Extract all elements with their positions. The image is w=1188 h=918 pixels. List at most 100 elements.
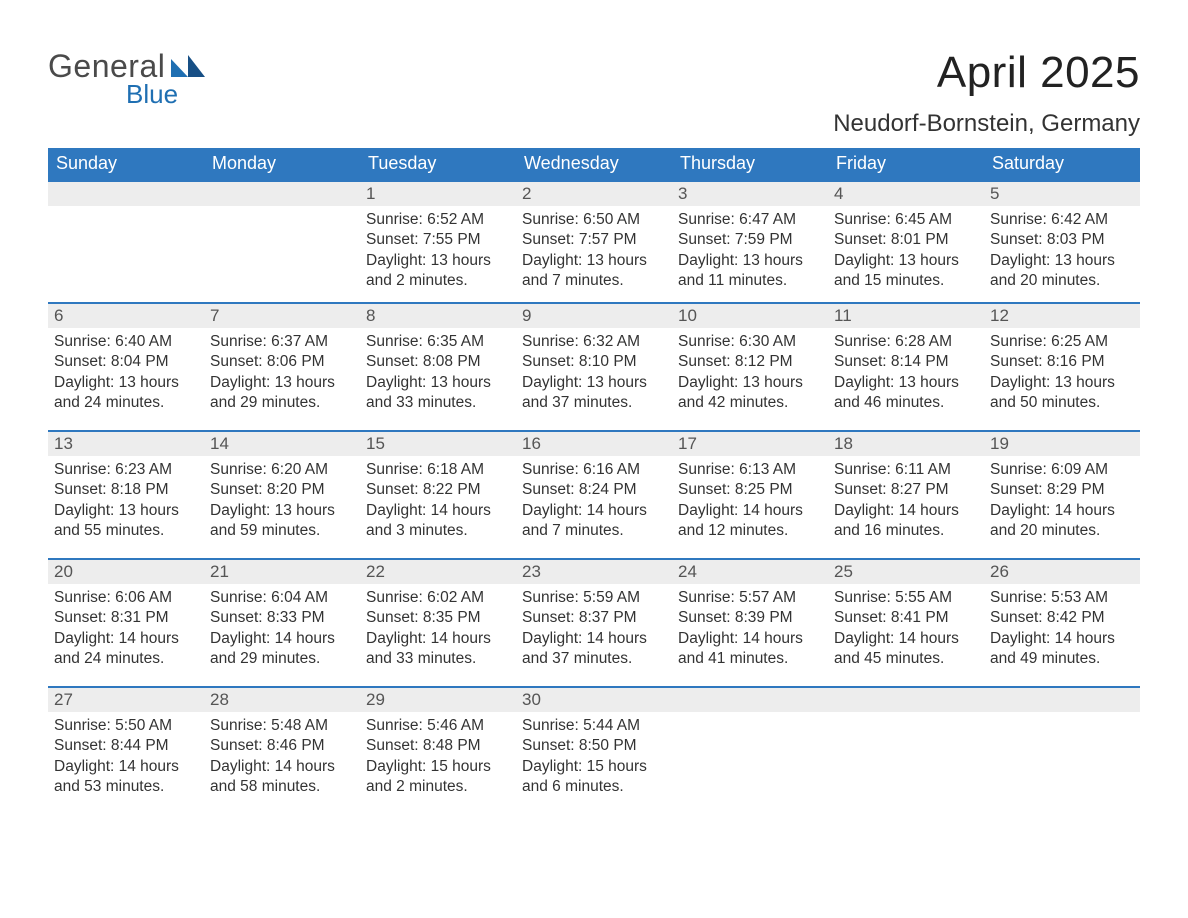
title-block: April 2025 Neudorf-Bornstein, Germany xyxy=(833,48,1140,138)
day-cell: 20Sunrise: 6:06 AMSunset: 8:31 PMDayligh… xyxy=(48,558,204,686)
day-details: Sunrise: 5:46 AMSunset: 8:48 PMDaylight:… xyxy=(360,712,516,804)
day-number: 14 xyxy=(204,430,360,456)
day-number: 20 xyxy=(48,558,204,584)
day-details: Sunrise: 6:23 AMSunset: 8:18 PMDaylight:… xyxy=(48,456,204,548)
day-number xyxy=(204,180,360,206)
day-number xyxy=(48,180,204,206)
location: Neudorf-Bornstein, Germany xyxy=(833,110,1140,138)
day-cell: 13Sunrise: 6:23 AMSunset: 8:18 PMDayligh… xyxy=(48,430,204,558)
day-cell: 17Sunrise: 6:13 AMSunset: 8:25 PMDayligh… xyxy=(672,430,828,558)
week-row: 27Sunrise: 5:50 AMSunset: 8:44 PMDayligh… xyxy=(48,686,1140,804)
day-cell: 9Sunrise: 6:32 AMSunset: 8:10 PMDaylight… xyxy=(516,302,672,430)
day-number: 28 xyxy=(204,686,360,712)
empty-cell xyxy=(672,686,828,804)
day-number: 12 xyxy=(984,302,1140,328)
week-row: 1Sunrise: 6:52 AMSunset: 7:55 PMDaylight… xyxy=(48,180,1140,302)
col-header-thursday: Thursday xyxy=(672,148,828,180)
day-details: Sunrise: 6:04 AMSunset: 8:33 PMDaylight:… xyxy=(204,584,360,676)
empty-cell xyxy=(984,686,1140,804)
day-cell: 18Sunrise: 6:11 AMSunset: 8:27 PMDayligh… xyxy=(828,430,984,558)
day-number: 16 xyxy=(516,430,672,456)
day-details: Sunrise: 6:42 AMSunset: 8:03 PMDaylight:… xyxy=(984,206,1140,298)
day-cell: 14Sunrise: 6:20 AMSunset: 8:20 PMDayligh… xyxy=(204,430,360,558)
day-details: Sunrise: 6:30 AMSunset: 8:12 PMDaylight:… xyxy=(672,328,828,420)
col-header-tuesday: Tuesday xyxy=(360,148,516,180)
day-cell: 10Sunrise: 6:30 AMSunset: 8:12 PMDayligh… xyxy=(672,302,828,430)
day-details: Sunrise: 6:02 AMSunset: 8:35 PMDaylight:… xyxy=(360,584,516,676)
day-cell: 29Sunrise: 5:46 AMSunset: 8:48 PMDayligh… xyxy=(360,686,516,804)
day-details: Sunrise: 6:45 AMSunset: 8:01 PMDaylight:… xyxy=(828,206,984,298)
day-number: 1 xyxy=(360,180,516,206)
day-cell: 2Sunrise: 6:50 AMSunset: 7:57 PMDaylight… xyxy=(516,180,672,302)
day-cell: 16Sunrise: 6:16 AMSunset: 8:24 PMDayligh… xyxy=(516,430,672,558)
day-details: Sunrise: 6:32 AMSunset: 8:10 PMDaylight:… xyxy=(516,328,672,420)
day-details: Sunrise: 6:52 AMSunset: 7:55 PMDaylight:… xyxy=(360,206,516,298)
day-cell: 22Sunrise: 6:02 AMSunset: 8:35 PMDayligh… xyxy=(360,558,516,686)
day-number: 11 xyxy=(828,302,984,328)
calendar-body: 1Sunrise: 6:52 AMSunset: 7:55 PMDaylight… xyxy=(48,180,1140,804)
day-number: 6 xyxy=(48,302,204,328)
logo: General Blue xyxy=(48,48,205,110)
day-cell: 12Sunrise: 6:25 AMSunset: 8:16 PMDayligh… xyxy=(984,302,1140,430)
day-cell: 23Sunrise: 5:59 AMSunset: 8:37 PMDayligh… xyxy=(516,558,672,686)
day-cell: 1Sunrise: 6:52 AMSunset: 7:55 PMDaylight… xyxy=(360,180,516,302)
day-cell: 25Sunrise: 5:55 AMSunset: 8:41 PMDayligh… xyxy=(828,558,984,686)
day-details: Sunrise: 5:55 AMSunset: 8:41 PMDaylight:… xyxy=(828,584,984,676)
col-header-sunday: Sunday xyxy=(48,148,204,180)
day-number: 3 xyxy=(672,180,828,206)
day-cell: 3Sunrise: 6:47 AMSunset: 7:59 PMDaylight… xyxy=(672,180,828,302)
day-details: Sunrise: 6:11 AMSunset: 8:27 PMDaylight:… xyxy=(828,456,984,548)
day-number: 22 xyxy=(360,558,516,584)
day-details: Sunrise: 6:09 AMSunset: 8:29 PMDaylight:… xyxy=(984,456,1140,548)
day-number: 4 xyxy=(828,180,984,206)
day-cell: 7Sunrise: 6:37 AMSunset: 8:06 PMDaylight… xyxy=(204,302,360,430)
day-number: 2 xyxy=(516,180,672,206)
calendar-header: SundayMondayTuesdayWednesdayThursdayFrid… xyxy=(48,148,1140,180)
day-number: 8 xyxy=(360,302,516,328)
day-number: 17 xyxy=(672,430,828,456)
day-details: Sunrise: 5:59 AMSunset: 8:37 PMDaylight:… xyxy=(516,584,672,676)
day-number: 18 xyxy=(828,430,984,456)
day-number: 23 xyxy=(516,558,672,584)
day-details: Sunrise: 6:28 AMSunset: 8:14 PMDaylight:… xyxy=(828,328,984,420)
day-number xyxy=(672,686,828,712)
logo-text-blue: Blue xyxy=(126,79,178,110)
week-row: 20Sunrise: 6:06 AMSunset: 8:31 PMDayligh… xyxy=(48,558,1140,686)
col-header-monday: Monday xyxy=(204,148,360,180)
day-cell: 15Sunrise: 6:18 AMSunset: 8:22 PMDayligh… xyxy=(360,430,516,558)
day-cell: 21Sunrise: 6:04 AMSunset: 8:33 PMDayligh… xyxy=(204,558,360,686)
calendar-table: SundayMondayTuesdayWednesdayThursdayFrid… xyxy=(48,148,1140,804)
day-cell: 24Sunrise: 5:57 AMSunset: 8:39 PMDayligh… xyxy=(672,558,828,686)
day-number: 9 xyxy=(516,302,672,328)
day-details: Sunrise: 6:40 AMSunset: 8:04 PMDaylight:… xyxy=(48,328,204,420)
day-details: Sunrise: 6:25 AMSunset: 8:16 PMDaylight:… xyxy=(984,328,1140,420)
day-number: 29 xyxy=(360,686,516,712)
col-header-friday: Friday xyxy=(828,148,984,180)
day-details: Sunrise: 6:47 AMSunset: 7:59 PMDaylight:… xyxy=(672,206,828,298)
day-number: 5 xyxy=(984,180,1140,206)
day-cell: 19Sunrise: 6:09 AMSunset: 8:29 PMDayligh… xyxy=(984,430,1140,558)
day-number: 10 xyxy=(672,302,828,328)
day-cell: 30Sunrise: 5:44 AMSunset: 8:50 PMDayligh… xyxy=(516,686,672,804)
day-cell: 26Sunrise: 5:53 AMSunset: 8:42 PMDayligh… xyxy=(984,558,1140,686)
day-number: 13 xyxy=(48,430,204,456)
day-details: Sunrise: 6:50 AMSunset: 7:57 PMDaylight:… xyxy=(516,206,672,298)
day-details: Sunrise: 6:35 AMSunset: 8:08 PMDaylight:… xyxy=(360,328,516,420)
day-number: 15 xyxy=(360,430,516,456)
day-details: Sunrise: 5:50 AMSunset: 8:44 PMDaylight:… xyxy=(48,712,204,804)
day-details: Sunrise: 5:53 AMSunset: 8:42 PMDaylight:… xyxy=(984,584,1140,676)
day-number: 26 xyxy=(984,558,1140,584)
day-number: 27 xyxy=(48,686,204,712)
day-details: Sunrise: 6:16 AMSunset: 8:24 PMDaylight:… xyxy=(516,456,672,548)
day-cell: 4Sunrise: 6:45 AMSunset: 8:01 PMDaylight… xyxy=(828,180,984,302)
col-header-wednesday: Wednesday xyxy=(516,148,672,180)
day-number xyxy=(828,686,984,712)
day-cell: 5Sunrise: 6:42 AMSunset: 8:03 PMDaylight… xyxy=(984,180,1140,302)
day-details: Sunrise: 6:06 AMSunset: 8:31 PMDaylight:… xyxy=(48,584,204,676)
day-number: 7 xyxy=(204,302,360,328)
day-details: Sunrise: 5:57 AMSunset: 8:39 PMDaylight:… xyxy=(672,584,828,676)
day-details: Sunrise: 6:18 AMSunset: 8:22 PMDaylight:… xyxy=(360,456,516,548)
day-details: Sunrise: 5:48 AMSunset: 8:46 PMDaylight:… xyxy=(204,712,360,804)
day-number: 21 xyxy=(204,558,360,584)
day-cell: 6Sunrise: 6:40 AMSunset: 8:04 PMDaylight… xyxy=(48,302,204,430)
